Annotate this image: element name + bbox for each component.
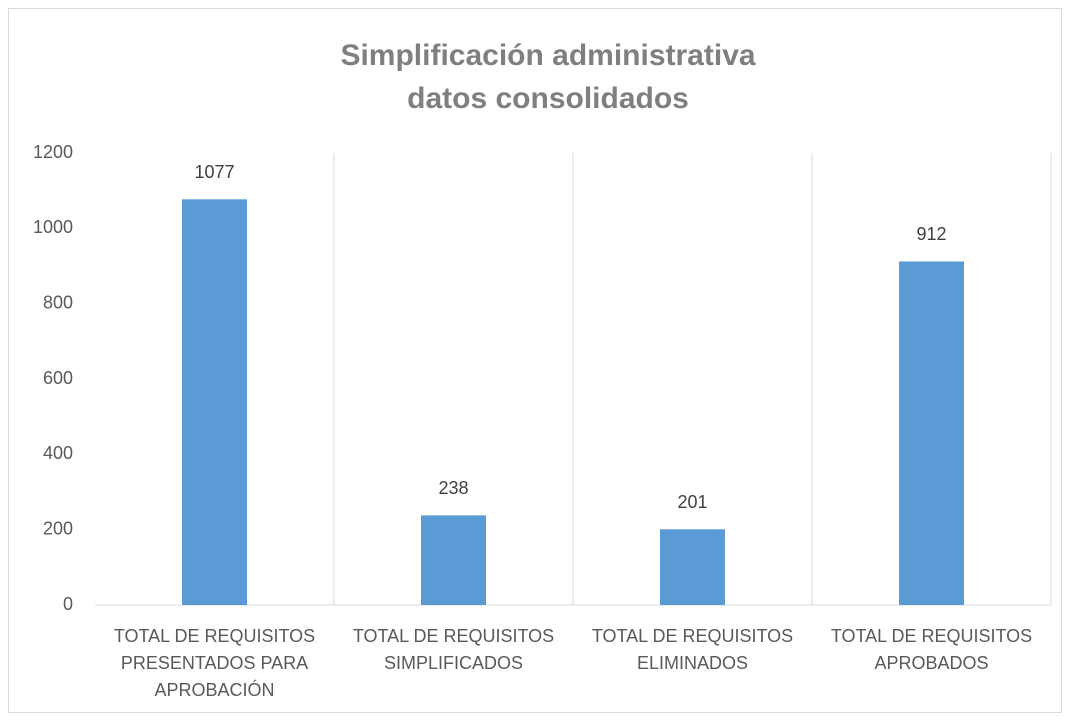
- data-label: 238: [438, 478, 468, 498]
- bar: [660, 529, 725, 605]
- x-tick-label: PRESENTADOS PARA: [121, 653, 308, 673]
- chart-title: datos consolidados: [407, 82, 689, 115]
- bar: [899, 261, 964, 605]
- x-tick-label: SIMPLIFICADOS: [384, 653, 523, 673]
- data-label: 1077: [194, 162, 234, 182]
- y-tick-label: 400: [43, 443, 73, 463]
- x-tick-label: ELIMINADOS: [637, 653, 748, 673]
- bar: [182, 199, 247, 605]
- data-label: 201: [677, 492, 707, 512]
- x-tick-label: APROBACIÓN: [154, 679, 274, 700]
- y-tick-label: 800: [43, 292, 73, 312]
- x-tick-label: TOTAL DE REQUISITOS: [831, 626, 1032, 646]
- y-tick-label: 1000: [33, 217, 73, 237]
- x-tick-label: TOTAL DE REQUISITOS: [114, 626, 315, 646]
- bar: [421, 515, 486, 605]
- x-tick-label: TOTAL DE REQUISITOS: [592, 626, 793, 646]
- data-label: 912: [916, 224, 946, 244]
- y-tick-label: 0: [63, 594, 73, 614]
- y-tick-label: 600: [43, 368, 73, 388]
- x-tick-label: TOTAL DE REQUISITOS: [353, 626, 554, 646]
- chart-title: Simplificación administrativa: [340, 39, 755, 72]
- y-tick-label: 1200: [33, 142, 73, 162]
- y-tick-label: 200: [43, 518, 73, 538]
- x-tick-label: APROBADOS: [874, 653, 988, 673]
